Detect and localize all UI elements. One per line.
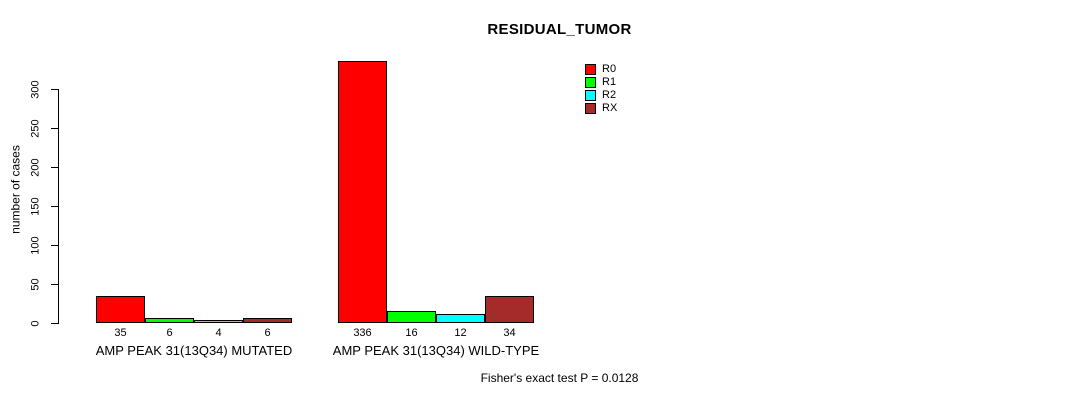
bar-value-label: 6	[264, 327, 271, 339]
bar-value-label: 16	[405, 327, 418, 339]
bar-rx-wild-type	[485, 296, 534, 323]
legend-item-r0: R0	[585, 63, 617, 76]
chart-title: RESIDUAL_TUMOR	[487, 21, 632, 38]
bar-r0-mutated	[96, 296, 145, 323]
bar-r2-wild-type	[436, 314, 485, 323]
legend-label: RX	[602, 102, 618, 114]
y-axis-tick	[51, 323, 58, 324]
bar-r1-mutated	[145, 318, 194, 323]
bar-value-label: 12	[454, 327, 467, 339]
y-axis-tick-label: 300	[29, 80, 42, 99]
y-axis-tick	[51, 284, 58, 285]
statistical-test-annotation: Fisher's exact test P = 0.0128	[480, 371, 639, 385]
y-axis-tick-label: 100	[29, 236, 42, 255]
legend-label: R1	[602, 76, 617, 88]
legend-item-rx: RX	[585, 102, 617, 115]
category-label: AMP PEAK 31(13Q34) MUTATED	[95, 343, 293, 358]
y-axis-tick-label: 250	[29, 119, 42, 138]
legend-swatch-rx	[585, 103, 596, 114]
legend-item-r2: R2	[585, 89, 617, 102]
bar-r1-wild-type	[387, 311, 436, 323]
legend-swatch-r1	[585, 77, 596, 88]
y-axis-tick-label: 0	[29, 320, 42, 327]
bar-value-label: 6	[166, 327, 173, 339]
y-axis-tick	[51, 128, 58, 129]
legend-label: R0	[602, 63, 617, 75]
legend-label: R2	[602, 89, 617, 101]
y-axis-tick-label: 150	[29, 197, 42, 216]
bar-value-label: 35	[114, 327, 127, 339]
legend: R0 R1 R2 RX	[585, 63, 617, 115]
bar-r0-wild-type	[338, 61, 387, 323]
bar-rx-mutated	[243, 318, 292, 323]
y-axis-line	[58, 89, 59, 324]
y-axis-tick	[51, 206, 58, 207]
y-axis-tick	[51, 167, 58, 168]
bar-r2-mutated	[194, 320, 243, 323]
y-axis-tick	[51, 89, 58, 90]
y-axis-tick-label: 50	[29, 278, 42, 291]
y-axis-label: number of cases	[8, 145, 23, 234]
legend-item-r1: R1	[585, 76, 617, 89]
legend-swatch-r2	[585, 90, 596, 101]
y-axis-tick	[51, 245, 58, 246]
y-axis-tick-label: 200	[29, 158, 42, 177]
bar-value-label: 34	[503, 327, 516, 339]
bar-value-label: 336	[353, 327, 372, 339]
legend-swatch-r0	[585, 64, 596, 75]
bar-value-label: 4	[215, 327, 222, 339]
category-label: AMP PEAK 31(13Q34) WILD-TYPE	[332, 343, 540, 358]
